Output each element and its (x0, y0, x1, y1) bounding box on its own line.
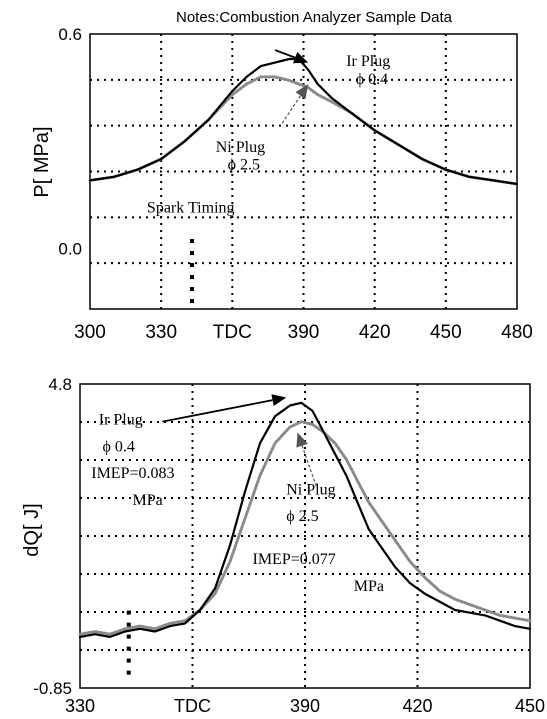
top-x-tick-label: 390 (288, 322, 320, 343)
top-grid (90, 34, 517, 309)
top-y-tick-label: 0.0 (58, 239, 82, 258)
top-annotation-ir-plug-label: Ir Plug (346, 53, 390, 70)
bottom-y-tick-labels: 4.8 -0.85 (33, 375, 72, 698)
bottom-grid (80, 384, 530, 688)
top-annotation-spark-timing-label: Spark Timing (147, 200, 235, 217)
bottom-annotation-ni-plug-phi: ϕ 2.5 (286, 508, 318, 525)
top-x-tick-label: 450 (430, 322, 462, 343)
bottom-y-tick-label: -0.85 (33, 679, 72, 698)
bottom-annotation-ni-imep-unit: MPa (354, 578, 384, 595)
top-y-tick-label: 0.6 (58, 25, 82, 44)
bottom-arrow-line-1 (301, 445, 317, 487)
top-x-tick-labels: 300 330 TDC 390 420 450 480 (74, 322, 533, 343)
bottom-annotation-ni-imep: IMEP=0.077 (253, 551, 336, 568)
top-x-tick-label: 330 (145, 322, 177, 343)
top-arrow-head-0 (293, 52, 309, 64)
bottom-x-tick-label: 420 (402, 696, 432, 716)
bottom-x-tick-label: 330 (65, 696, 95, 716)
bottom-annotation-ni-plug-label: Ni Plug (286, 481, 335, 498)
bottom-annotation-ir-imep-unit: MPa (133, 492, 163, 509)
bottom-annotation-ir-plug-phi: ϕ 0.4 (103, 438, 135, 455)
bottom-arrow-head-0 (271, 394, 287, 406)
top-y-axis-label: P[ MPa] (31, 126, 53, 197)
top-arrow-line-0 (274, 49, 296, 59)
bottom-x-tick-label: 450 (515, 696, 545, 716)
bottom-y-axis-label: dQ[ J] (21, 503, 43, 556)
bottom-x-tick-label: 390 (290, 696, 320, 716)
chart-title: Notes:Combustion Analyzer Sample Data (176, 9, 453, 26)
top-x-tick-label: 300 (74, 322, 106, 343)
bottom-x-tick-labels: 330 TDC 390 420 450 (65, 696, 545, 716)
bottom-x-tick-label: TDC (174, 696, 211, 716)
bottom-arrow-head-1 (296, 432, 308, 448)
top-x-tick-label: 420 (359, 322, 391, 343)
top-x-tick-label: TDC (213, 322, 252, 343)
bottom-y-tick-label: 4.8 (48, 375, 72, 394)
bottom-series-ni-plug-line (78, 420, 532, 636)
bottom-annotation-ir-plug-label: Ir Plug (99, 411, 143, 428)
bottom-series (78, 401, 532, 638)
bottom-annotation-ir-imep: IMEP=0.083 (91, 465, 174, 482)
top-y-tick-labels: 0.6 0.0 (58, 25, 82, 258)
bottom-arrow-line-0 (162, 399, 273, 423)
bottom-series-ir-plug-line (78, 401, 532, 638)
top-x-tick-label: 480 (501, 322, 533, 343)
top-annotation-ni-plug-phi: ϕ 2.5 (228, 157, 260, 174)
top-arrow-line-1 (281, 95, 301, 124)
top-arrow-head-1 (295, 84, 309, 99)
top-annotation-ir-plug-phi: ϕ 0.4 (356, 71, 388, 88)
bottom-annotations: Ir Plug ϕ 0.4 IMEP=0.083 MPa Ni Plug ϕ 2.5 IME… (91, 394, 384, 595)
top-annotation-ni-plug-label: Ni Plug (216, 139, 265, 156)
